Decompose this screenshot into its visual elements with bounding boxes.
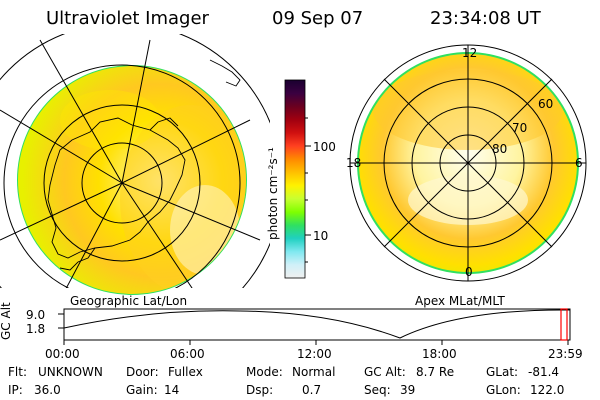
door-value: Fullex [168, 365, 203, 379]
seq-label: Seq: [364, 383, 391, 397]
coastline-antarctica [47, 59, 241, 271]
dsp-value: 0.7 [302, 383, 322, 397]
colorbar-tick-10: 10 [313, 229, 329, 243]
gcalt-value: 8.7 Re [416, 365, 455, 379]
mlt-label-12: 12 [462, 46, 478, 60]
ip-value: 36.0 [34, 383, 61, 397]
geographic-image [17, 65, 247, 295]
seq-value: 39 [400, 383, 416, 397]
mlt-label-0: 0 [465, 265, 473, 279]
magnetic-grid [349, 44, 587, 282]
altitude-xtick-2: 12:00 [297, 347, 332, 361]
gain-label: Gain: [126, 383, 158, 397]
colorbar [284, 79, 311, 279]
mlt-label-6: 6 [575, 156, 583, 170]
colorbar-tick-100: 100 [313, 140, 336, 154]
glat-value: -81.4 [528, 365, 560, 379]
altitude-xtick-4: 23:59 [548, 347, 583, 361]
glon-value: 122.0 [530, 383, 565, 397]
altitude-xtick-1: 06:00 [170, 347, 205, 361]
altitude-xtick-0: 00:00 [45, 347, 80, 361]
geographic-caption: Geographic Lat/Lon [70, 294, 188, 308]
mode-label: Mode: [246, 365, 283, 379]
magnetic-caption: Apex MLat/MLT [415, 294, 505, 308]
glon-label: GLon: [486, 383, 521, 397]
altitude-ytick-min: 1.8 [26, 322, 46, 336]
mode-value: Normal [292, 365, 336, 379]
mlat-label-80: 80 [492, 142, 508, 156]
altitude-ytick-max: 9.0 [26, 308, 46, 322]
mlat-label-60: 60 [538, 97, 554, 111]
filter-label: Flt: [8, 365, 27, 379]
glat-label: GLat: [486, 365, 519, 379]
dsp-label: Dsp: [246, 383, 274, 397]
door-label: Door: [126, 365, 159, 379]
mlt-label-18: 18 [346, 156, 362, 170]
filter-value: UNKNOWN [38, 365, 103, 379]
time-label: 23:34:08 UT [430, 8, 541, 29]
geographic-grid [0, 34, 270, 288]
altitude-axis-label: GC Alt [0, 302, 13, 340]
instrument-title: Ultraviolet Imager [46, 8, 209, 29]
gain-value: 14 [164, 383, 180, 397]
altitude-plot [58, 308, 571, 345]
time-marker [560, 308, 568, 341]
ip-label: IP: [8, 383, 23, 397]
mlat-label-70: 70 [512, 121, 528, 135]
gcalt-label: GC Alt: [364, 365, 406, 379]
date-label: 09 Sep 07 [272, 8, 364, 29]
colorbar-unit-label: photon cm⁻²s⁻¹ [266, 147, 280, 240]
altitude-xtick-3: 18:00 [422, 347, 457, 361]
